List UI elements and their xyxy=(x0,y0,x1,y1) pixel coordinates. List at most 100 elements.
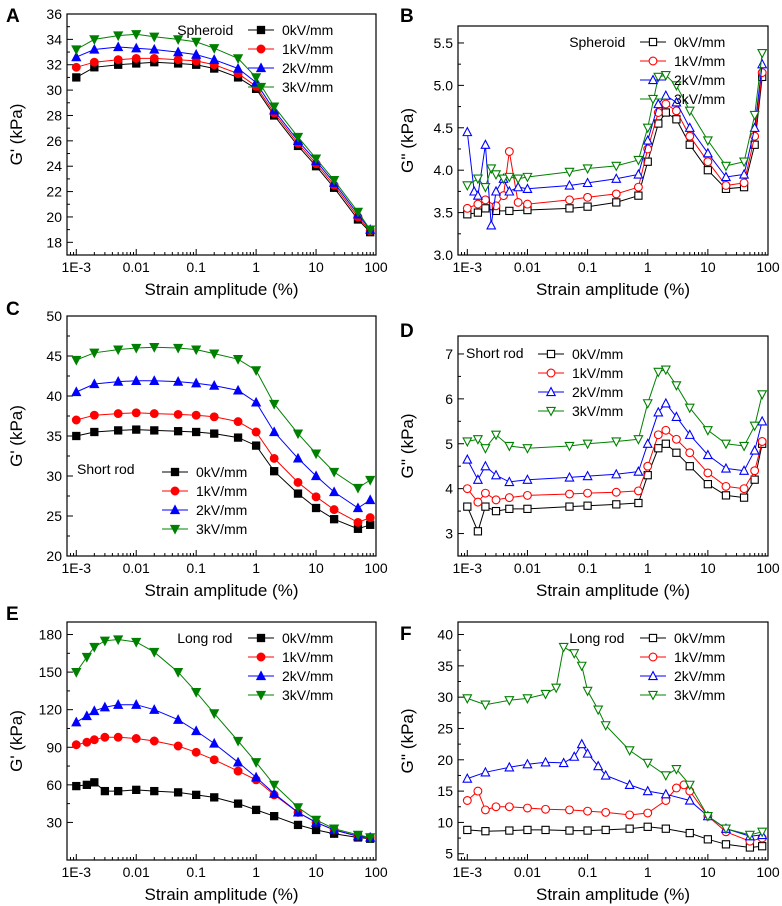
data-point xyxy=(251,396,262,407)
series-0kV/mm xyxy=(72,778,375,843)
y-tick-label: 36 xyxy=(46,6,62,22)
data-point xyxy=(72,431,81,441)
data-point xyxy=(583,202,592,211)
data-point xyxy=(660,397,671,408)
data-point xyxy=(473,497,483,507)
data-point xyxy=(642,123,653,134)
x-tick-label: 1 xyxy=(644,864,652,880)
y-tick-label: 40 xyxy=(46,388,62,404)
x-tick-label: 1E-3 xyxy=(453,864,483,880)
y-tick-label: 4.0 xyxy=(434,162,454,178)
data-point xyxy=(738,441,750,452)
legend: Short rod 0kV/mm 1kV/mm 2kV/mm 3kV/mm xyxy=(77,461,247,537)
x-tick-label: 1E-3 xyxy=(453,259,483,275)
data-point xyxy=(522,183,533,193)
data-point xyxy=(491,506,501,516)
data-point xyxy=(209,44,220,54)
data-point xyxy=(685,140,694,149)
panel-letter: B xyxy=(400,6,414,27)
panel-letter: C xyxy=(6,299,20,320)
data-point xyxy=(113,345,124,356)
legend-marker xyxy=(255,82,267,93)
data-point xyxy=(660,771,671,782)
y-tick-label: 24 xyxy=(46,158,62,174)
data-point xyxy=(661,99,671,109)
data-point xyxy=(749,421,760,432)
data-point xyxy=(654,444,663,453)
data-point xyxy=(173,376,184,386)
data-point xyxy=(173,714,184,724)
y-tick-label: 20 xyxy=(46,548,62,564)
data-point xyxy=(720,439,732,450)
y-tick-label: 150 xyxy=(39,664,63,680)
x-tick-label: 0.01 xyxy=(123,259,150,275)
data-point xyxy=(738,465,750,475)
data-point xyxy=(192,790,201,800)
data-point xyxy=(173,46,184,57)
y-tick-label: 32 xyxy=(46,57,62,73)
legend-label: 3kV/mm xyxy=(282,79,333,95)
legend: Short rod 0kV/mm 1kV/mm 2kV/mm 3kV/mm xyxy=(466,345,623,419)
data-point xyxy=(328,176,340,186)
data-point xyxy=(469,185,480,196)
data-point xyxy=(480,488,490,498)
panel-f: F 1E-3 0.01 0.1 1 10 100 5 10 15 20 25 30 35 40 Strain … xyxy=(398,621,780,904)
data-point xyxy=(352,207,364,218)
data-point xyxy=(490,185,502,196)
legend-title: Spheroid xyxy=(569,34,625,50)
data-point xyxy=(661,425,671,435)
data-point xyxy=(660,788,671,799)
legend-marker xyxy=(647,670,659,681)
data-point xyxy=(684,794,695,805)
x-tick-label: 0.01 xyxy=(514,259,541,275)
data-point xyxy=(209,737,220,748)
data-point xyxy=(642,399,653,409)
legend-marker xyxy=(647,74,659,85)
data-point xyxy=(462,437,473,448)
series-line xyxy=(467,72,763,209)
data-point xyxy=(329,515,339,524)
y-tick-label: 30 xyxy=(46,82,62,98)
data-point xyxy=(491,495,501,505)
data-point xyxy=(210,793,219,802)
data-point xyxy=(504,185,515,196)
data-point xyxy=(192,427,201,437)
x-tick-label: 0.1 xyxy=(578,560,598,576)
data-point xyxy=(653,406,664,417)
data-point xyxy=(738,157,750,168)
legend-label: 2kV/mm xyxy=(282,60,333,76)
legend-marker xyxy=(255,670,267,681)
y-axis-title: G' (kPa) xyxy=(7,710,26,772)
data-point xyxy=(173,427,183,436)
data-point xyxy=(131,375,142,385)
legend-label: 3kV/mm xyxy=(572,403,623,419)
data-point xyxy=(209,380,220,390)
series-line xyxy=(76,346,371,489)
data-point xyxy=(703,468,713,478)
series-0kV/mm xyxy=(72,425,375,533)
data-point xyxy=(71,740,81,750)
data-point xyxy=(653,367,664,378)
data-point xyxy=(490,430,502,441)
data-point xyxy=(209,54,220,64)
data-point xyxy=(132,425,141,434)
data-point xyxy=(462,203,472,213)
x-axis-title: Strain amplitude (%) xyxy=(536,581,690,600)
data-point xyxy=(270,812,279,821)
data-point xyxy=(522,444,533,454)
data-point xyxy=(113,699,124,709)
data-point xyxy=(739,178,749,188)
y-tick-label: 25 xyxy=(46,508,62,524)
legend-marker xyxy=(255,62,267,73)
data-point xyxy=(491,802,501,812)
data-point xyxy=(642,134,653,145)
legend-label: 2kV/mm xyxy=(674,668,725,684)
data-point xyxy=(633,486,643,496)
x-tick-label: 0.1 xyxy=(578,259,598,275)
data-point xyxy=(71,45,82,56)
data-point xyxy=(269,453,279,463)
data-point xyxy=(89,43,100,54)
data-point xyxy=(505,504,514,514)
data-point xyxy=(114,426,123,435)
panel-letter: A xyxy=(6,6,20,27)
